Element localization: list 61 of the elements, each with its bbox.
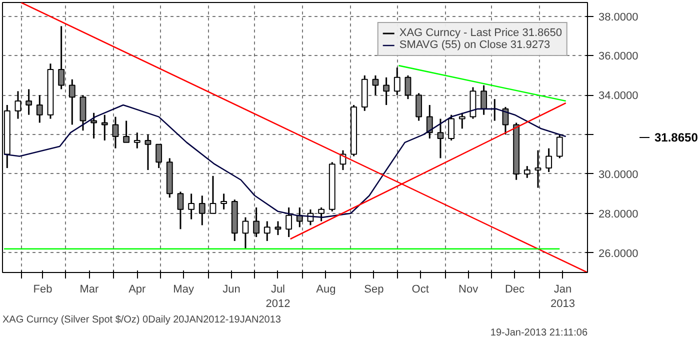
y-tick-label: 30.0000 <box>598 168 638 181</box>
candlestick <box>556 134 563 159</box>
candlestick <box>372 74 379 96</box>
candlestick <box>404 74 412 100</box>
x-tick-label: Nov <box>458 284 479 296</box>
text: XAG Curncy (Silver Spot $/Oz) 0Daily 20JAN2012-19JAN2013 <box>2 314 282 326</box>
candlestick <box>394 66 400 96</box>
y-tick-label: 34.0000 <box>598 90 638 102</box>
candlestick <box>36 94 43 124</box>
text: 19-Jan-2013 21:11:06 <box>490 328 588 338</box>
candlestick <box>264 220 270 242</box>
candlestick <box>177 190 184 230</box>
candlestick <box>416 92 422 122</box>
candlestick <box>274 220 282 236</box>
candlestick <box>220 192 228 210</box>
text: 31.8650 <box>654 130 698 145</box>
candlestick <box>546 148 552 173</box>
candlestick <box>101 114 108 142</box>
candlestick <box>123 120 130 144</box>
y-tick-label: 28.0000 <box>598 208 638 220</box>
candlestick <box>90 112 98 140</box>
candlestick <box>134 132 140 150</box>
candlestick <box>383 76 390 106</box>
candlestick <box>14 90 22 120</box>
candlestick <box>144 134 152 171</box>
candlestick <box>26 88 32 116</box>
x-tick-label: Dec <box>504 284 526 296</box>
candlestick <box>426 104 433 140</box>
candlestick <box>112 116 119 150</box>
candlestick <box>58 25 65 90</box>
legend-label: XAG Curncy - Last Price 31.8650 <box>399 27 562 39</box>
candlestick <box>286 206 292 238</box>
x-tick-label: Jan 2013 <box>550 284 575 310</box>
y-tick-label: 26.0000 <box>598 248 638 260</box>
candlestick <box>156 144 162 169</box>
candlestick <box>242 216 249 250</box>
candlestick <box>524 165 530 179</box>
x-tick-label: Apr <box>128 284 146 296</box>
x-tick-label: Jul 2012 <box>266 284 290 310</box>
x-tick-label: Aug <box>316 284 336 296</box>
candlestick <box>534 150 542 189</box>
legend-label: SMAVG (55) on Close 31.9273 <box>399 39 550 51</box>
x-tick-label: May <box>173 284 194 296</box>
x-tick-label: Jun <box>222 284 240 296</box>
candlestick <box>458 112 466 130</box>
x-tick-label: Feb <box>33 284 52 296</box>
y-tick-label: 38.0000 <box>598 11 638 24</box>
candlestick <box>318 206 325 222</box>
candlestick <box>210 175 216 214</box>
x-tick-label: Sep <box>364 284 384 296</box>
candlestick <box>188 192 195 220</box>
candlestick <box>80 94 86 132</box>
x-tick-label: Mar <box>80 284 99 296</box>
candlestick <box>68 78 76 126</box>
candlestick <box>198 194 206 226</box>
y-tick-label: 36.0000 <box>598 50 638 63</box>
x-tick-label: Oct <box>412 284 429 296</box>
candlestick <box>437 118 444 159</box>
candlestick <box>253 206 260 238</box>
candlestick <box>448 114 455 142</box>
candlestick <box>480 84 488 116</box>
